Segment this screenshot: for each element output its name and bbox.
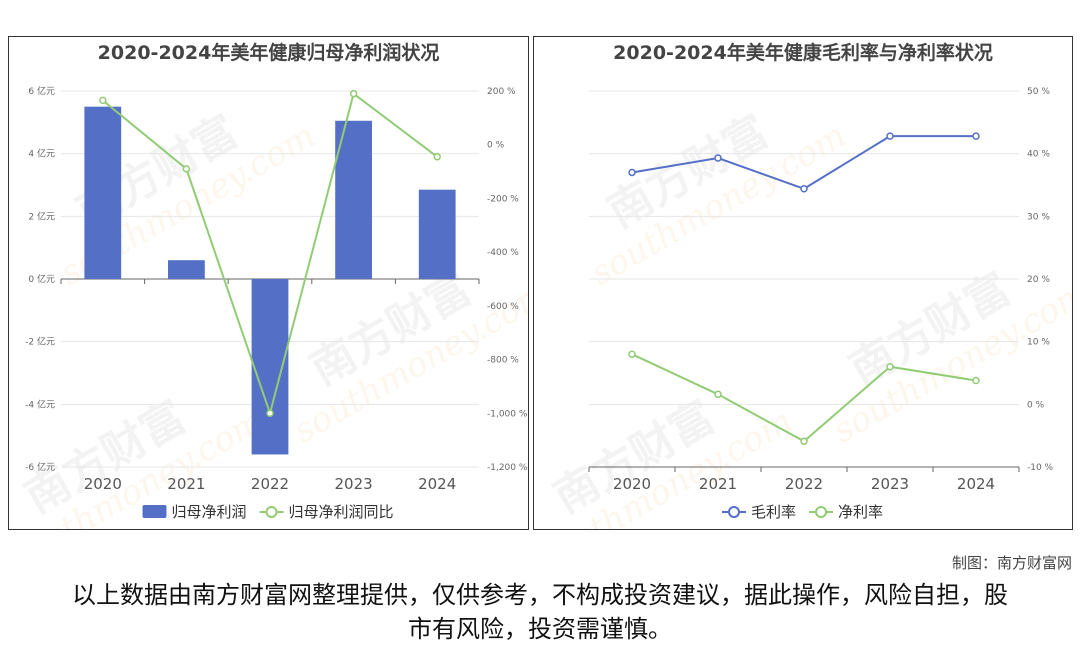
bar: [418, 189, 456, 279]
legend-label: 毛利率: [751, 503, 796, 521]
chart-title: 2020-2024年美年健康归母净利润状况: [98, 41, 440, 64]
y-right-tick-label: 0 %: [487, 141, 505, 151]
x-tick-label: 2020: [613, 475, 651, 493]
bar: [168, 260, 205, 279]
bar: [84, 106, 122, 280]
y-left-tick-label: -2 亿元: [25, 336, 55, 348]
x-tick-label: 2024: [418, 475, 456, 493]
data-point: [800, 185, 808, 193]
chart-credit: 制图：南方财富网: [951, 554, 1072, 572]
legend-marker: [265, 506, 278, 518]
y-left-tick-label: 2 亿元: [28, 210, 55, 222]
y-right-tick-label: 0 %: [1027, 400, 1045, 410]
y-right-tick-label: 10 %: [1027, 338, 1050, 348]
margin-chart-panel: 南方财富 southmoney.com 南方财富 southmoney.com 南方财富…: [533, 36, 1073, 530]
y-right-tick-label: -800 %: [487, 356, 519, 366]
y-left-tick-label: 0 亿元: [28, 273, 55, 285]
legend-label: 归母净利润同比: [289, 503, 394, 521]
data-point: [972, 376, 980, 385]
y-right-tick-label: -400 %: [487, 248, 519, 258]
legend-label: 归母净利润: [172, 503, 247, 521]
disclaimer-text: 以上数据由南方财富网整理提供，仅供参考，不构成投资建议，据此操作，风险自担，股市…: [0, 578, 1080, 646]
x-tick-label: 2021: [167, 475, 205, 493]
y-right-tick-label: -1,200 %: [487, 463, 528, 473]
legend-label: 净利率: [838, 503, 883, 521]
data-point: [628, 350, 636, 358]
data-point: [886, 132, 894, 140]
net-profit-chart-panel: 南方财富 southmoney.com 南方财富 southmoney.com 南方财富…: [8, 36, 529, 530]
legend-marker: [815, 506, 827, 518]
y-left-tick-label: -6 亿元: [25, 461, 55, 473]
data-point: [714, 154, 722, 162]
chart-title: 2020-2024年美年健康毛利率与净利率状况: [613, 41, 993, 64]
y-right-tick-label: 200 %: [487, 87, 516, 97]
x-tick-label: 2024: [957, 475, 995, 493]
disclaimer-body: 以上数据由南方财富网整理提供，仅供参考，不构成投资建议，据此操作，风险自担，股市…: [72, 581, 1008, 643]
y-left-tick-label: 6 亿元: [28, 85, 55, 97]
data-point: [266, 409, 274, 418]
data-point: [972, 132, 980, 140]
y-right-tick-label: 30 %: [1027, 212, 1050, 222]
data-point: [99, 96, 107, 105]
data-point: [349, 89, 358, 98]
margin-chart: 南方财富southmoney.com南方财富southmoney.com南方财富…: [534, 41, 1072, 529]
data-point: [433, 153, 441, 161]
data-point: [182, 165, 191, 173]
x-tick-label: 2022: [251, 475, 289, 493]
x-tick-label: 2023: [871, 475, 909, 493]
y-right-tick-label: 20 %: [1027, 275, 1050, 285]
net-profit-chart: 南方财富southmoney.com南方财富southmoney.com南方财富…: [9, 41, 528, 529]
legend-swatch: [142, 505, 167, 518]
y-left-tick-label: -4 亿元: [25, 398, 55, 410]
y-right-tick-label: -10 %: [1027, 463, 1054, 473]
watermark-layer: 南方财富southmoney.com南方财富southmoney.com南方财富…: [534, 106, 1072, 529]
x-tick-label: 2022: [785, 475, 823, 493]
legend-marker: [728, 506, 740, 518]
data-point: [886, 362, 894, 371]
data-point: [800, 437, 808, 446]
y-right-tick-label: -200 %: [487, 194, 519, 204]
x-tick-label: 2021: [699, 475, 737, 493]
data-point: [714, 390, 722, 399]
bar: [335, 120, 372, 280]
y-right-tick-label: 40 %: [1027, 150, 1050, 160]
x-tick-label: 2020: [84, 475, 122, 493]
y-right-tick-label: -600 %: [487, 302, 519, 312]
data-point: [628, 168, 636, 177]
y-right-tick-label: -1,000 %: [487, 409, 528, 419]
y-right-tick-label: 50 %: [1027, 87, 1050, 97]
y-left-tick-label: 4 亿元: [28, 148, 55, 160]
x-tick-label: 2023: [335, 475, 373, 493]
